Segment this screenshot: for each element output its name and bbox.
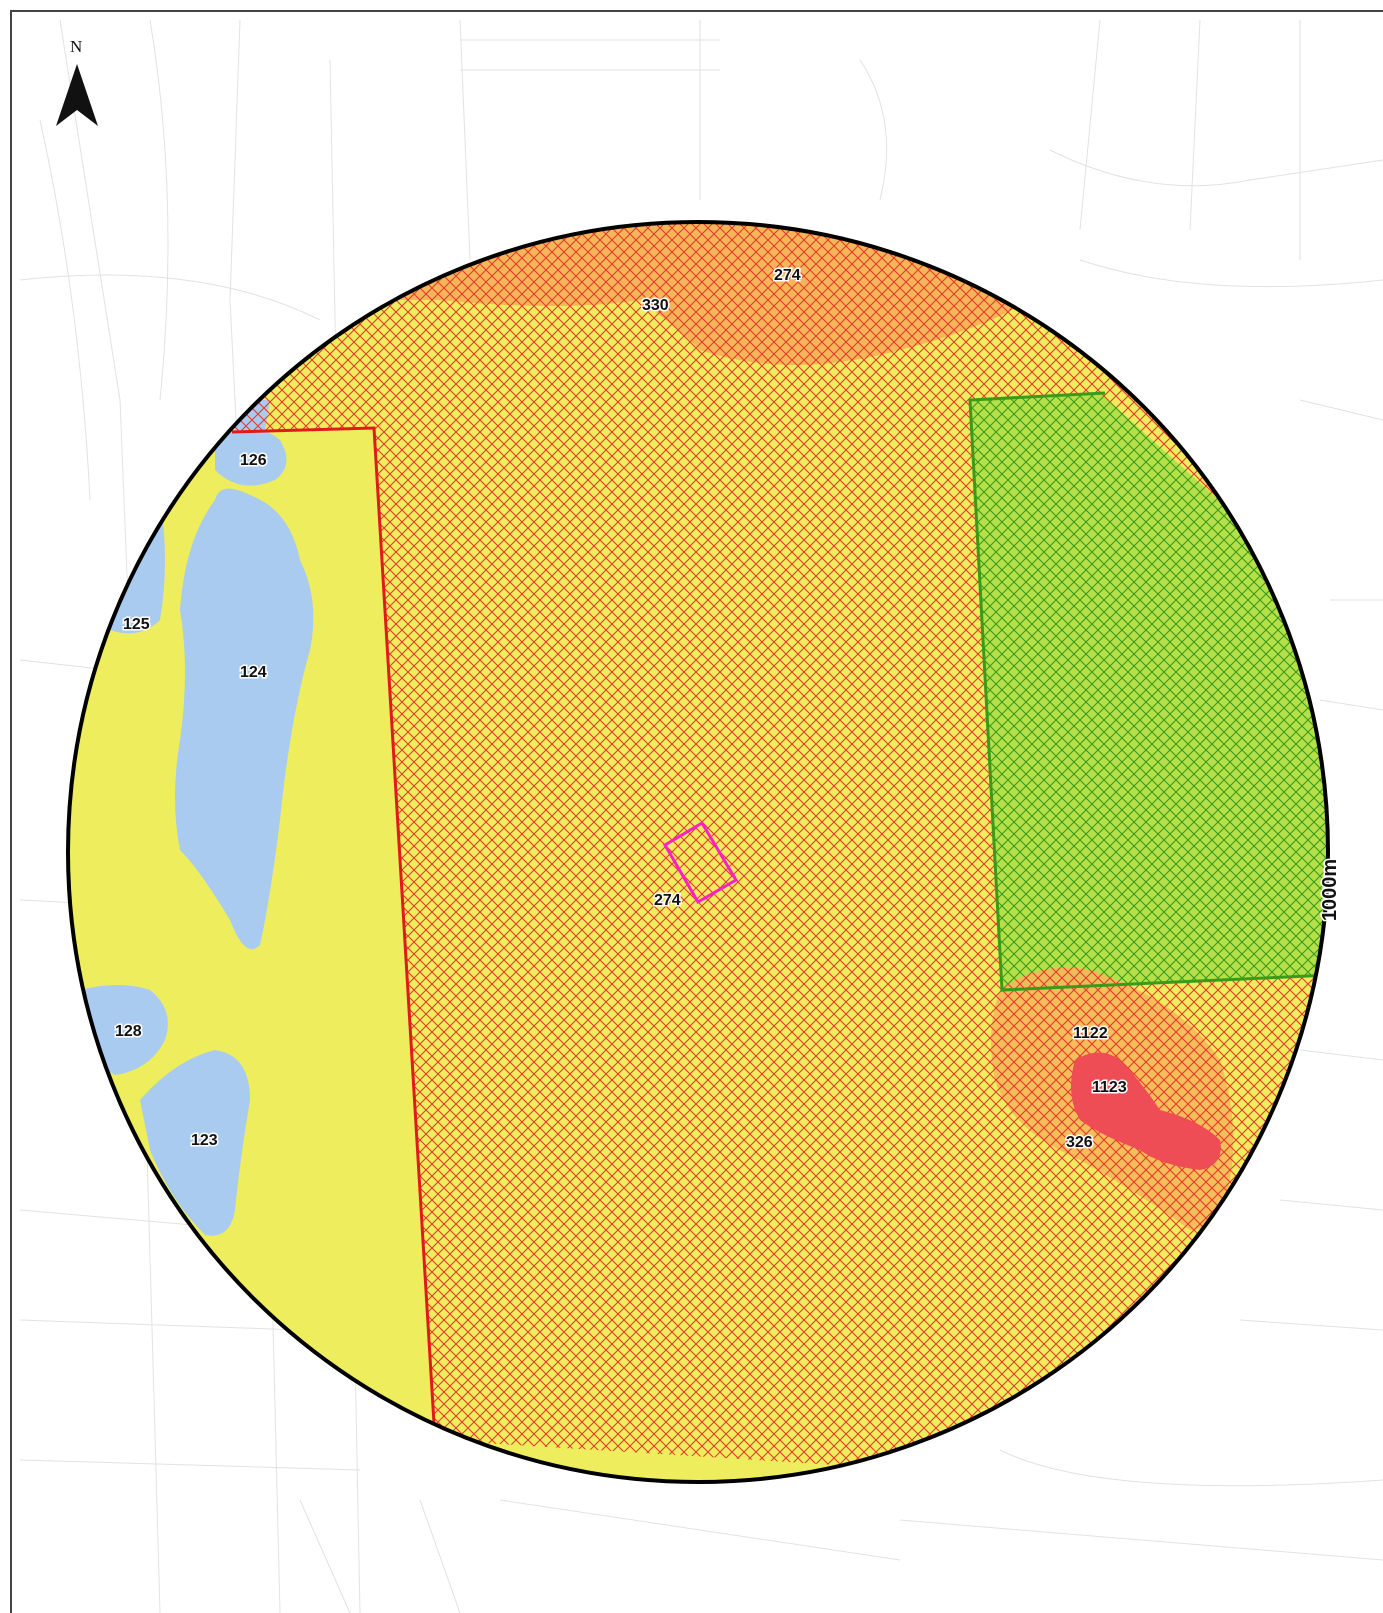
buffer-circle-outline xyxy=(66,220,1330,1484)
label-128: 128 xyxy=(115,1023,142,1040)
label-top-274: 274 xyxy=(774,267,801,284)
label-123: 123 xyxy=(191,1132,218,1149)
label-326: 326 xyxy=(1066,1134,1093,1151)
water-126 xyxy=(215,427,287,486)
label-1123: 1123 xyxy=(1092,1079,1127,1096)
label-center-274: 274 xyxy=(654,892,681,909)
label-top-330: 330 xyxy=(642,297,669,314)
red-boundary-line xyxy=(231,426,437,1441)
label-1122: 1122 xyxy=(1073,1025,1108,1042)
label-124: 124 xyxy=(240,664,267,681)
green-boundary-line xyxy=(968,391,1328,992)
label-126: 126 xyxy=(240,452,267,469)
north-arrow: N xyxy=(56,37,98,126)
water-123 xyxy=(140,1050,250,1236)
green-zone-hatch xyxy=(970,393,1328,990)
north-arrow-icon xyxy=(56,64,98,126)
water-125 xyxy=(100,500,165,634)
water-124 xyxy=(175,488,314,950)
radius-label: 1000m xyxy=(1319,859,1341,921)
zone-1123 xyxy=(1071,1052,1221,1170)
north-letter: N xyxy=(70,37,82,56)
buffer-circle-contents xyxy=(68,222,1328,1482)
label-125: 125 xyxy=(123,616,150,633)
site-marker[interactable] xyxy=(662,820,739,905)
